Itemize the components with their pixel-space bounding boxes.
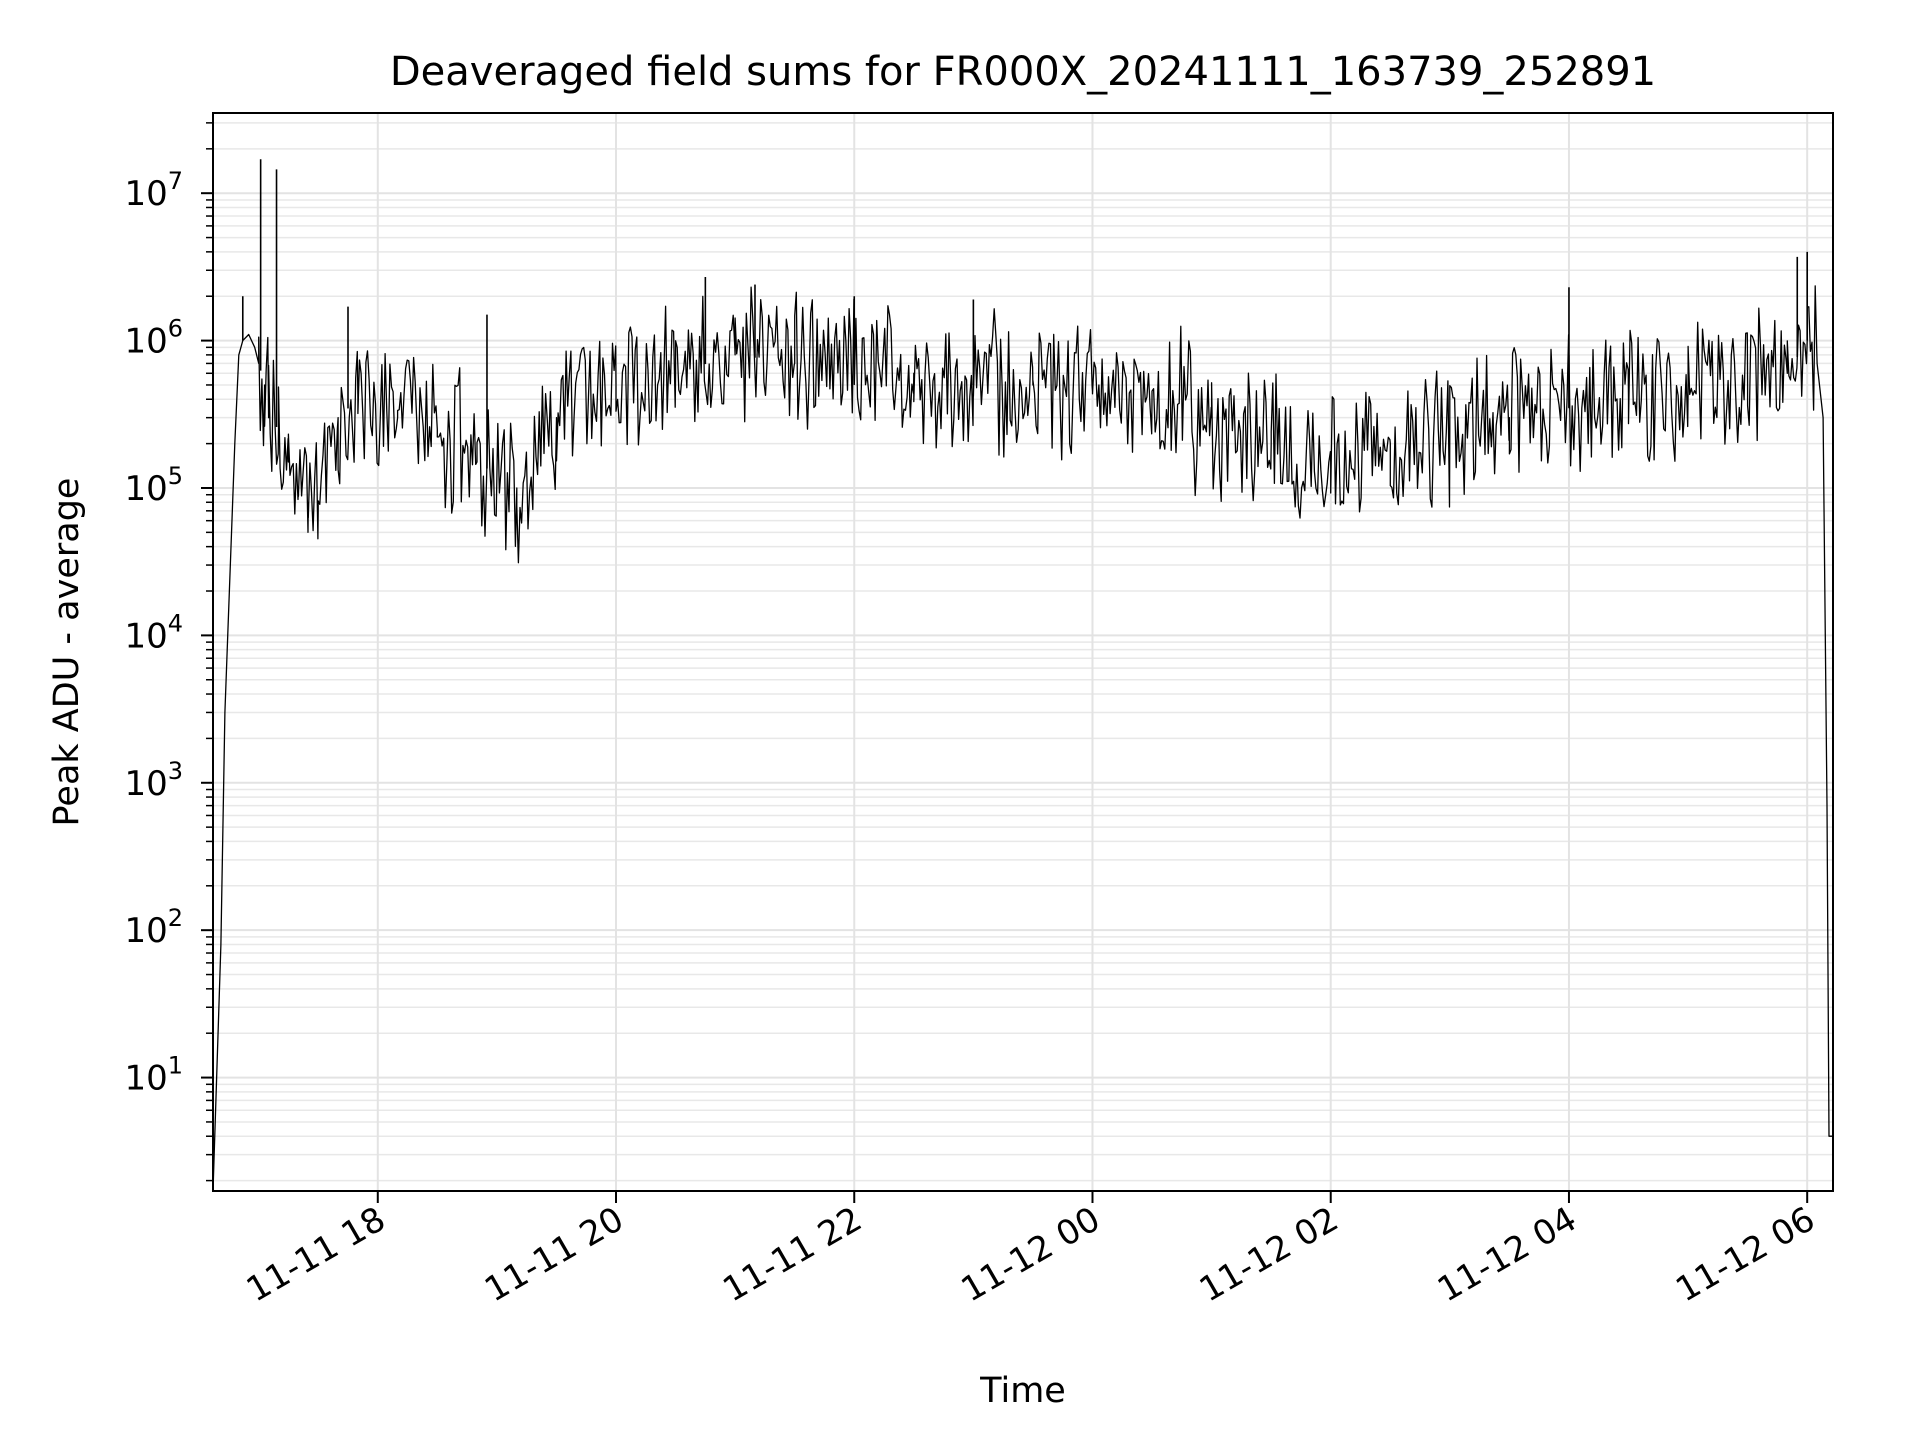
y-tick-label: 106 (124, 315, 183, 362)
y-axis: 101 102 103 104 105 106 107 (124, 122, 213, 1182)
series-layer (212, 159, 1833, 1192)
plot-frame (212, 112, 1834, 1192)
x-axis-label: Time (979, 1371, 1066, 1411)
major-gridlines (213, 113, 1833, 1191)
y-axis-label: Peak ADU - average (47, 478, 87, 827)
chart-title: Deaveraged field sums for FR000X_2024111… (390, 49, 1656, 95)
series-line (212, 285, 1833, 1192)
y-tick-label: 101 (124, 1052, 183, 1099)
y-tick-label: 105 (124, 462, 183, 509)
y-tick-label: 104 (124, 609, 183, 656)
y-tick-label: 102 (124, 904, 183, 951)
y-tick-label: 107 (124, 167, 183, 214)
minor-gridlines (213, 122, 1833, 1182)
y-tick-label: 103 (124, 757, 183, 804)
